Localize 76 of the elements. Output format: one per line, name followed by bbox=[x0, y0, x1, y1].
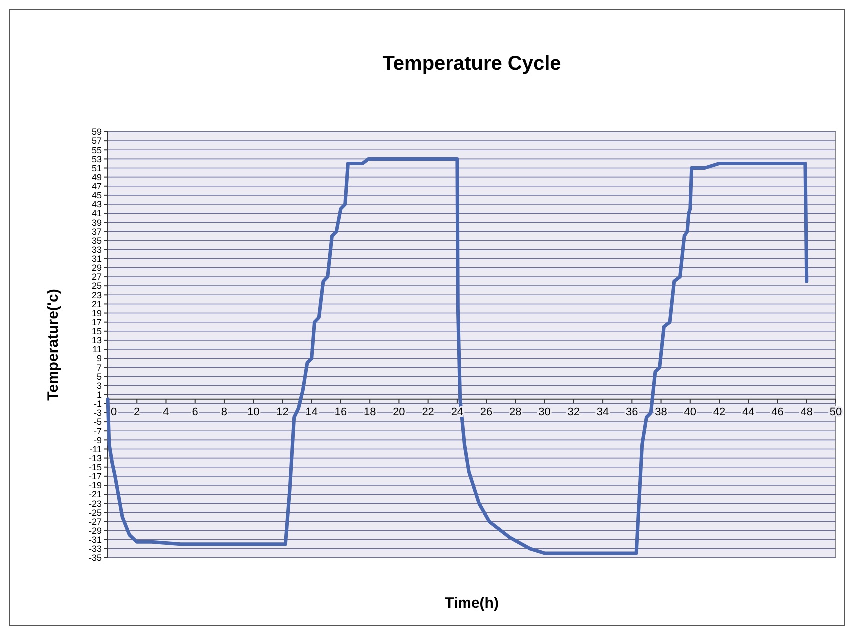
x-tick-label: 12 bbox=[276, 406, 289, 418]
y-tick-label: 21 bbox=[92, 299, 102, 310]
y-tick-label: 11 bbox=[92, 344, 102, 355]
y-tick-label: 7 bbox=[96, 362, 102, 373]
y-tick-label: 31 bbox=[92, 254, 102, 264]
y-tick-label: -11 bbox=[90, 444, 102, 454]
x-tick-label: 50 bbox=[830, 406, 842, 418]
y-tick-label: -19 bbox=[88, 480, 102, 491]
x-tick-label: 30 bbox=[538, 406, 551, 418]
y-tick-label: 57 bbox=[92, 136, 102, 146]
y-tick-label: -25 bbox=[88, 508, 102, 518]
y-tick-label: -23 bbox=[88, 498, 102, 509]
y-tick-label: 9 bbox=[96, 354, 102, 364]
y-tick-label: -27 bbox=[88, 516, 102, 527]
x-tick-label: 18 bbox=[364, 406, 376, 418]
y-tick-label: -1 bbox=[94, 399, 102, 410]
x-tick-label: 38 bbox=[655, 406, 668, 418]
y-tick-label: -15 bbox=[88, 462, 102, 473]
x-tick-label: 16 bbox=[334, 406, 348, 418]
y-tick-label: -17 bbox=[88, 472, 102, 482]
y-tick-label: 39 bbox=[92, 218, 102, 228]
chart-title: Temperature Cycle bbox=[382, 53, 562, 75]
x-tick-label: 26 bbox=[480, 406, 493, 418]
y-tick-label: 1 bbox=[96, 390, 102, 400]
y-tick-label: 37 bbox=[92, 226, 102, 237]
x-tick-label: 4 bbox=[163, 406, 170, 418]
y-axis-title: Temperature('c) bbox=[45, 289, 62, 401]
y-tick-label: 33 bbox=[92, 244, 102, 255]
x-tick-label: 48 bbox=[800, 406, 814, 418]
y-tick-label: 49 bbox=[92, 172, 102, 182]
x-tick-label: 42 bbox=[713, 406, 726, 418]
x-tick-label: 14 bbox=[306, 406, 318, 418]
y-tick-label: 47 bbox=[92, 182, 102, 192]
y-tick-label: -31 bbox=[88, 535, 102, 546]
x-tick-label: 34 bbox=[596, 406, 610, 418]
y-tick-label: 27 bbox=[92, 272, 102, 282]
x-tick-label: 0 bbox=[110, 406, 118, 418]
y-tick-label: 53 bbox=[92, 154, 102, 164]
y-tick-label: 55 bbox=[92, 145, 102, 156]
y-tick-label: 35 bbox=[92, 236, 102, 246]
y-tick-label: 59 bbox=[92, 127, 102, 138]
x-tick-label: 28 bbox=[510, 406, 522, 418]
x-tick-label: 44 bbox=[742, 406, 755, 418]
x-axis-title: Time(h) bbox=[445, 595, 499, 612]
x-tick-label: 20 bbox=[393, 406, 406, 418]
y-tick-label: 45 bbox=[92, 190, 102, 201]
x-tick-label: 8 bbox=[221, 406, 228, 418]
y-tick-label: -7 bbox=[94, 426, 102, 436]
x-tick-label: 36 bbox=[626, 406, 638, 418]
y-tick-label: 51 bbox=[92, 163, 102, 174]
x-tick-label: 10 bbox=[247, 406, 260, 418]
x-tick-label: 22 bbox=[422, 406, 434, 418]
x-tick-label: 46 bbox=[772, 406, 784, 418]
y-tick-label: 15 bbox=[92, 326, 102, 337]
y-tick-label: 19 bbox=[92, 308, 102, 318]
y-tick-label: 41 bbox=[92, 208, 102, 219]
y-tick-label: 3 bbox=[96, 380, 102, 391]
y-tick-label: 43 bbox=[92, 200, 102, 210]
x-tick-label: 40 bbox=[684, 406, 697, 418]
y-tick-label: 13 bbox=[92, 336, 102, 346]
y-tick-label: 29 bbox=[92, 263, 102, 274]
x-tick-label: 2 bbox=[134, 406, 140, 418]
y-tick-label: -5 bbox=[94, 417, 102, 428]
y-tick-label: 17 bbox=[92, 317, 102, 328]
x-tick-label: 32 bbox=[568, 406, 580, 418]
y-tick-label: -21 bbox=[88, 490, 102, 500]
y-tick-label: -9 bbox=[94, 435, 102, 446]
x-tick-label: 6 bbox=[192, 406, 198, 418]
y-tick-label: -29 bbox=[88, 526, 102, 536]
y-tick-label: -13 bbox=[88, 453, 102, 464]
y-tick-label: -3 bbox=[94, 408, 102, 418]
y-tick-label: -33 bbox=[88, 544, 102, 554]
y-tick-label: 25 bbox=[92, 281, 102, 292]
y-tick-label: -35 bbox=[88, 553, 102, 564]
y-tick-label: 5 bbox=[96, 372, 102, 382]
y-tick-label: 23 bbox=[92, 290, 102, 300]
